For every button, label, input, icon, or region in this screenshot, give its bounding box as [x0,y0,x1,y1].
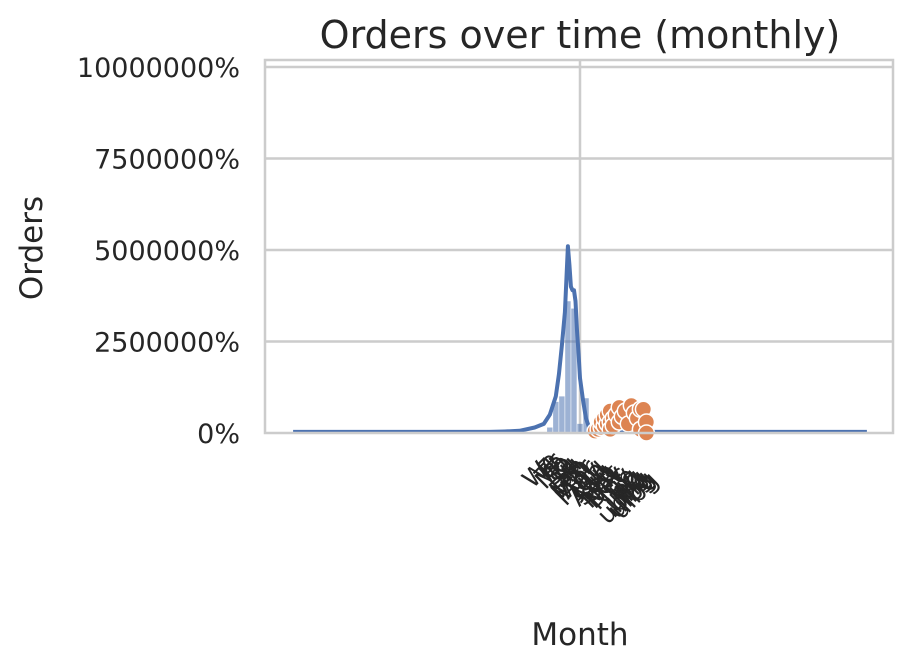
bar [571,308,577,433]
y-tick-label: 10000000% [77,53,240,84]
x-axis: WeFrThMoSaTuSuJanFebMarAprMayJunJulAugSe… [516,446,664,530]
y-tick-label: 7500000% [94,145,240,176]
bar [553,401,559,433]
bar-series [547,301,589,433]
x-axis-label: Month [531,617,628,653]
chart-title: Orders over time (monthly) [320,13,841,57]
plot-frame [263,58,895,435]
bar [547,427,553,433]
y-tick-label: 0% [197,419,240,450]
y-tick-label: 5000000% [94,236,240,267]
grid [265,60,893,433]
y-axis-label: Orders [14,196,50,300]
scatter-series [586,396,656,442]
y-tick-label: 2500000% [94,328,240,359]
y-axis: 0% 2500000% 5000000% 7500000% 10000000% [77,53,240,450]
bar [577,423,583,433]
bar [565,301,571,433]
bar [559,396,565,433]
